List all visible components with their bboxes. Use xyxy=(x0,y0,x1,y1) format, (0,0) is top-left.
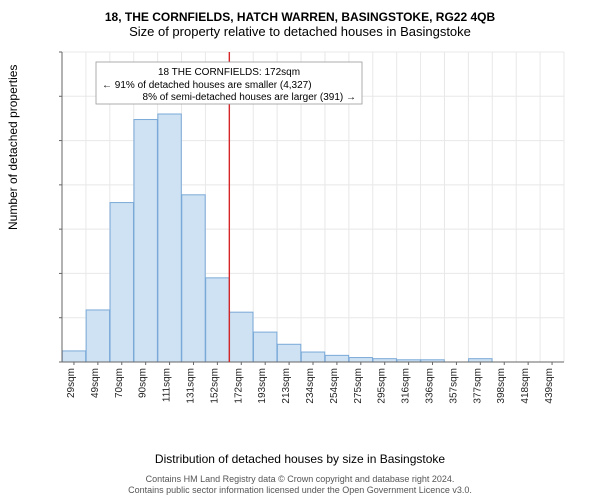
svg-text:336sqm: 336sqm xyxy=(425,368,436,404)
svg-text:70sqm: 70sqm xyxy=(114,368,125,398)
svg-text:29sqm: 29sqm xyxy=(66,368,77,398)
svg-text:111sqm: 111sqm xyxy=(162,368,173,402)
svg-text:172sqm: 172sqm xyxy=(233,368,244,404)
bar xyxy=(182,195,205,362)
histogram-plot: 020040060080010001200140029sqm49sqm70sqm… xyxy=(58,46,568,416)
bar xyxy=(206,278,229,362)
svg-text:131sqm: 131sqm xyxy=(185,368,196,404)
svg-text:316sqm: 316sqm xyxy=(401,368,412,404)
svg-text:90sqm: 90sqm xyxy=(138,368,149,398)
callout-line-3: 8% of semi-detached houses are larger (3… xyxy=(143,92,356,103)
bar xyxy=(110,203,133,362)
page-subtitle: Size of property relative to detached ho… xyxy=(0,24,600,45)
svg-text:234sqm: 234sqm xyxy=(305,368,316,404)
callout-line-1: 18 THE CORNFIELDS: 172sqm xyxy=(158,67,300,78)
footnote: Contains HM Land Registry data © Crown c… xyxy=(0,474,600,497)
y-axis-label: Number of detached properties xyxy=(6,65,20,230)
bar xyxy=(349,358,372,362)
callout-line-2: ← 91% of detached houses are smaller (4,… xyxy=(102,80,312,91)
bar xyxy=(134,120,157,362)
svg-text:439sqm: 439sqm xyxy=(544,368,555,404)
bar xyxy=(253,332,276,362)
footnote-line-1: Contains HM Land Registry data © Crown c… xyxy=(0,474,600,485)
bar xyxy=(230,312,253,362)
bar xyxy=(325,355,348,362)
bar xyxy=(277,344,300,362)
svg-text:377sqm: 377sqm xyxy=(472,368,483,404)
footnote-line-2: Contains public sector information licen… xyxy=(0,485,600,496)
svg-text:213sqm: 213sqm xyxy=(281,368,292,404)
bar xyxy=(158,114,181,362)
svg-text:152sqm: 152sqm xyxy=(209,368,220,404)
page-title: 18, THE CORNFIELDS, HATCH WARREN, BASING… xyxy=(0,0,600,24)
svg-text:254sqm: 254sqm xyxy=(329,368,340,404)
chart-area: 020040060080010001200140029sqm49sqm70sqm… xyxy=(58,46,568,416)
bar xyxy=(62,351,85,362)
x-axis-label: Distribution of detached houses by size … xyxy=(0,452,600,466)
svg-text:49sqm: 49sqm xyxy=(90,368,101,398)
svg-text:357sqm: 357sqm xyxy=(448,368,459,404)
svg-text:295sqm: 295sqm xyxy=(377,368,388,404)
svg-text:398sqm: 398sqm xyxy=(496,368,507,404)
svg-text:193sqm: 193sqm xyxy=(257,368,268,404)
svg-text:418sqm: 418sqm xyxy=(520,368,531,404)
bar xyxy=(86,310,109,362)
svg-text:275sqm: 275sqm xyxy=(353,368,364,404)
bar xyxy=(301,352,324,362)
